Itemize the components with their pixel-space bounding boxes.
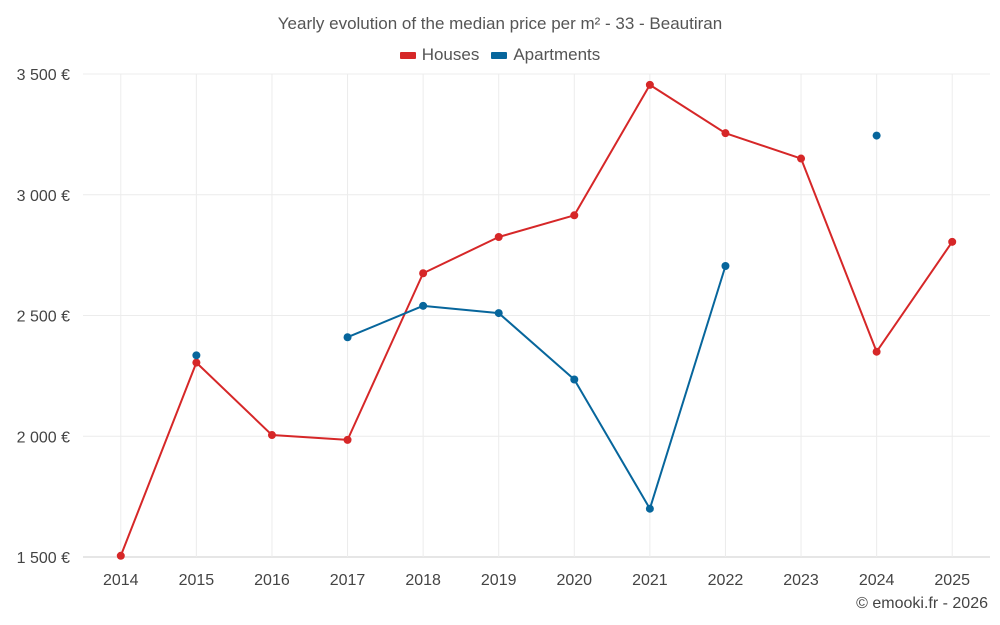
- data-point-houses[interactable]: [948, 237, 957, 246]
- data-point-apartments[interactable]: [192, 351, 201, 360]
- series-line-houses: [573, 83, 651, 217]
- legend: Houses Apartments: [0, 45, 1000, 65]
- series-line-houses: [195, 361, 273, 437]
- y-tick-label: 2 500 €: [17, 309, 70, 326]
- legend-swatch-houses: [399, 51, 416, 59]
- axis: 1 500 € 2 000 € 2 500 € 3 000 € 3 500 € 2014 2…: [17, 67, 970, 589]
- series-line-houses: [875, 240, 954, 353]
- series: [116, 80, 957, 560]
- series-line-houses: [497, 214, 576, 239]
- series-line-houses: [800, 157, 878, 353]
- x-tick-label: 2021: [632, 572, 668, 589]
- data-point-apartments[interactable]: [645, 504, 654, 513]
- data-point-apartments[interactable]: [872, 131, 881, 140]
- data-point-houses[interactable]: [721, 129, 730, 138]
- series-line-houses: [422, 236, 500, 275]
- legend-item-houses[interactable]: Houses: [399, 45, 480, 65]
- series-line-houses: [270, 434, 349, 441]
- data-point-houses[interactable]: [645, 80, 654, 89]
- data-point-apartments[interactable]: [343, 333, 352, 342]
- x-tick-label: 2024: [859, 572, 895, 589]
- data-point-houses[interactable]: [116, 551, 125, 560]
- legend-label-apartments: Apartments: [513, 45, 601, 64]
- data-point-houses[interactable]: [267, 431, 276, 440]
- series-line-apartments: [497, 312, 576, 381]
- series-line-apartments: [573, 378, 651, 510]
- x-tick-label: 2016: [254, 572, 290, 589]
- y-tick-label: 2 000 €: [17, 429, 70, 446]
- series-line-apartments: [648, 264, 727, 510]
- data-point-houses[interactable]: [494, 233, 503, 242]
- legend-item-apartments[interactable]: Apartments: [491, 45, 600, 65]
- data-point-houses[interactable]: [192, 358, 201, 367]
- y-tick-label: 3 500 €: [17, 67, 70, 84]
- data-point-apartments[interactable]: [570, 375, 579, 384]
- series-line-houses: [346, 272, 425, 441]
- legend-swatch-apartments: [491, 51, 508, 59]
- x-tick-label: 2019: [481, 572, 517, 589]
- series-line-houses: [119, 361, 198, 557]
- grid: [83, 73, 990, 558]
- x-tick-label: 2017: [330, 572, 366, 589]
- x-tick-label: 2023: [783, 572, 819, 589]
- chart-title: Yearly evolution of the median price per…: [277, 14, 723, 33]
- data-point-apartments[interactable]: [721, 261, 730, 270]
- data-point-apartments[interactable]: [494, 309, 503, 318]
- credit-text: © emooki.fr - 2026: [856, 595, 988, 612]
- series-line-apartments: [346, 304, 425, 339]
- data-point-apartments[interactable]: [419, 301, 428, 310]
- y-tick-label: 1 500 €: [17, 550, 70, 567]
- x-tick-label: 2014: [103, 572, 139, 589]
- x-tick-label: 2022: [708, 572, 744, 589]
- series-line-houses: [724, 132, 803, 160]
- data-point-houses[interactable]: [570, 211, 579, 220]
- data-point-houses[interactable]: [797, 154, 806, 163]
- data-point-houses[interactable]: [872, 347, 881, 356]
- series-line-houses: [648, 83, 727, 135]
- legend-label-houses: Houses: [421, 45, 480, 64]
- x-tick-label: 2020: [556, 572, 592, 589]
- data-point-houses[interactable]: [419, 269, 428, 278]
- series-line-apartments: [422, 304, 500, 315]
- data-point-houses[interactable]: [343, 435, 352, 444]
- x-tick-label: 2015: [179, 572, 215, 589]
- y-tick-label: 3 000 €: [17, 188, 70, 205]
- x-tick-label: 2025: [934, 572, 970, 589]
- x-tick-label: 2018: [405, 572, 441, 589]
